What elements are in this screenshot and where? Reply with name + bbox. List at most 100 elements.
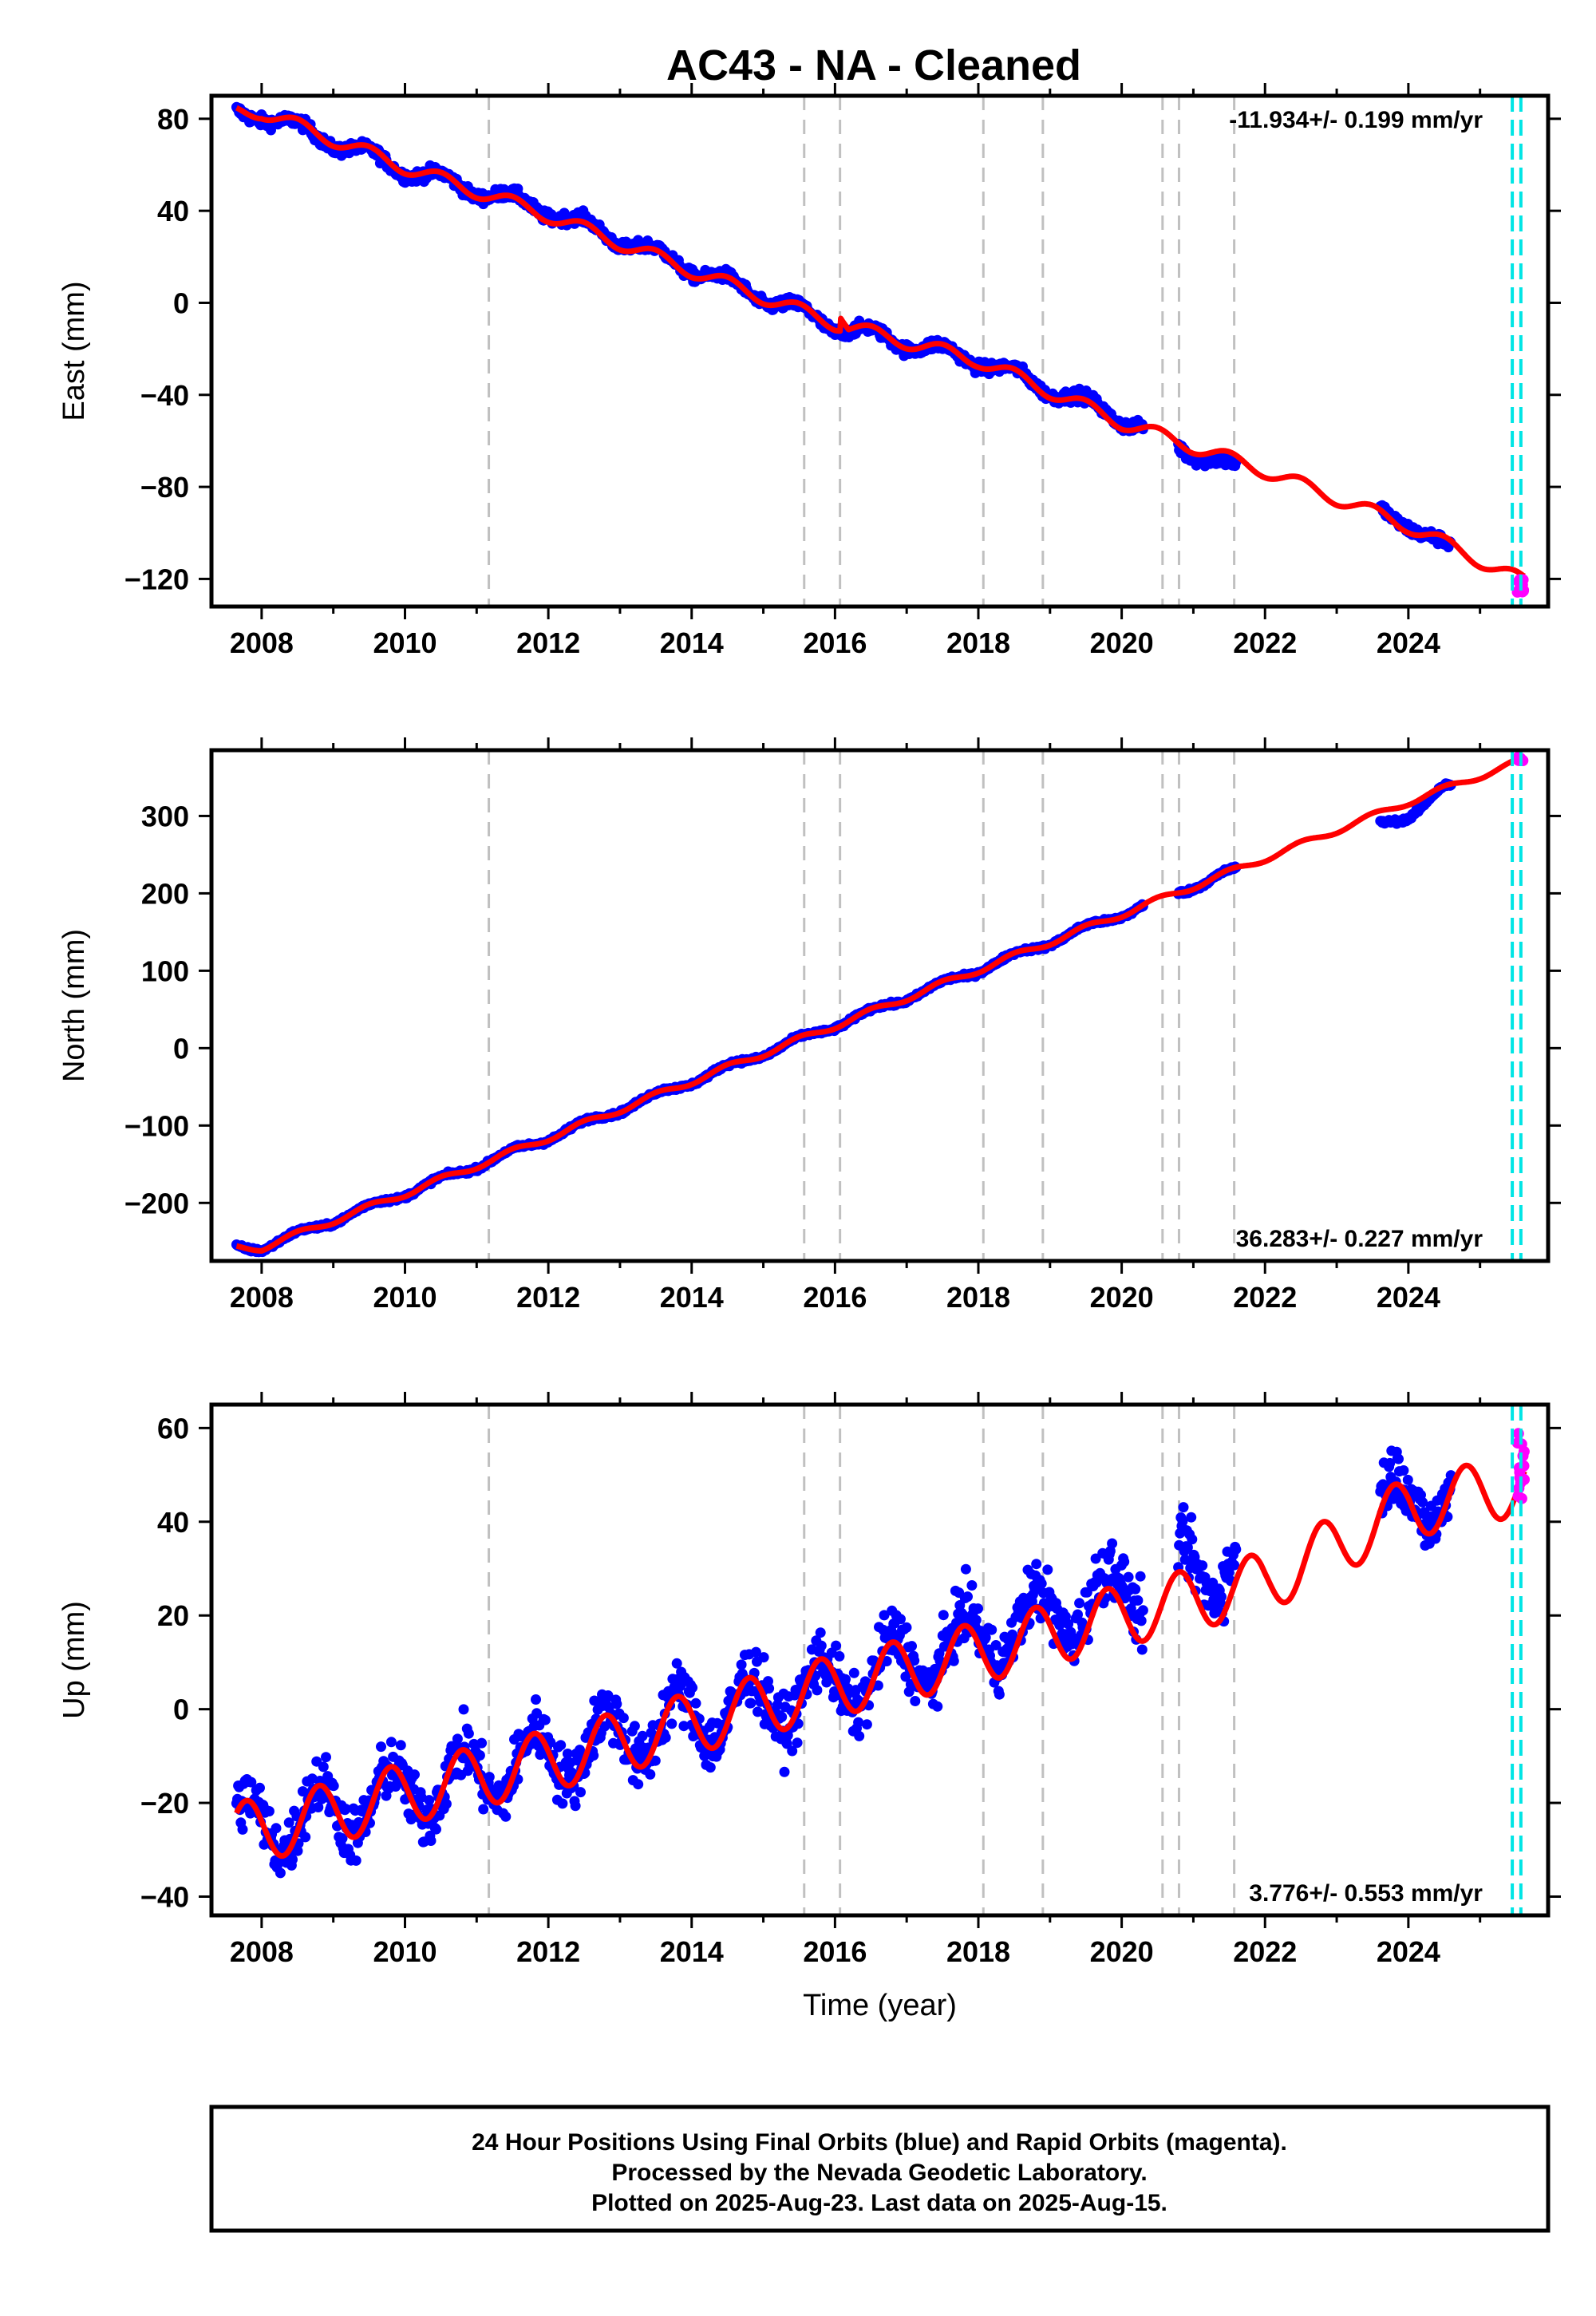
data-point [745, 1697, 757, 1709]
data-point [1398, 1465, 1409, 1476]
footer-line-1: 24 Hour Positions Using Final Orbits (bl… [472, 2129, 1287, 2156]
data-point [1186, 1512, 1197, 1523]
x-tick-label: 2020 [1090, 1281, 1154, 1314]
y-tick-label: 40 [157, 195, 189, 227]
data-point [994, 1689, 1005, 1700]
data-point [1136, 1644, 1148, 1655]
data-point [255, 1782, 265, 1793]
y-tick-label: 0 [173, 1694, 189, 1726]
y-tick-label: 200 [141, 877, 189, 910]
x-tick-label: 2018 [946, 626, 1010, 659]
data-point [452, 1733, 463, 1745]
data-point [500, 1811, 512, 1822]
data-point [1197, 1560, 1208, 1571]
data-point [1402, 1474, 1413, 1485]
plot-frame [209, 93, 1551, 609]
data-point [938, 1610, 949, 1621]
data-point [962, 1591, 973, 1603]
data-point [970, 1614, 982, 1626]
data-point [271, 1823, 282, 1834]
final-orbit-points [231, 778, 1456, 1258]
data-point [440, 1798, 452, 1809]
data-point [474, 1750, 485, 1761]
data-point [409, 1769, 420, 1780]
data-point [1042, 1564, 1053, 1575]
rate-annotation: 36.283+/- 0.227 mm/yr [1236, 1226, 1483, 1252]
data-point [633, 1779, 644, 1790]
data-point [854, 1730, 865, 1741]
data-point [1393, 1453, 1404, 1464]
data-point [1178, 1502, 1189, 1513]
data-point [575, 1787, 586, 1798]
data-point [555, 1740, 567, 1751]
data-point [275, 1867, 286, 1879]
data-point [932, 1701, 943, 1712]
x-tick-label: 2016 [803, 1935, 867, 1968]
x-tick-label: 2014 [660, 626, 724, 659]
x-tick-label: 2012 [516, 626, 580, 659]
footer-line-2: Processed by the Nevada Geodetic Laborat… [611, 2160, 1147, 2186]
figure-title: AC43 - NA - Cleaned [666, 41, 1081, 89]
x-tick-label: 2010 [373, 1935, 437, 1968]
data-point [570, 1800, 581, 1812]
data-point [1123, 1571, 1134, 1583]
data-point [1136, 1615, 1147, 1626]
x-tick-label: 2008 [230, 1281, 294, 1314]
data-point [1036, 1578, 1047, 1589]
data-point [840, 1674, 851, 1685]
data-point [687, 1682, 698, 1694]
data-point [776, 1711, 788, 1722]
data-point [328, 1780, 339, 1792]
y-tick-label: 20 [157, 1599, 189, 1632]
x-tick-label: 2018 [946, 1281, 1010, 1314]
rate-annotation: 3.776+/- 0.553 mm/yr [1249, 1880, 1483, 1907]
y-tick-label: 0 [173, 1032, 189, 1065]
x-tick-label: 2020 [1090, 626, 1154, 659]
data-point [815, 1627, 826, 1638]
x-tick-label: 2008 [230, 1935, 294, 1968]
panels: 2008 2010 2012 2014 2016 2018 2020 2022 2024 80 40… [57, 83, 1561, 2022]
data-point [478, 1804, 489, 1815]
data-point [300, 1832, 311, 1843]
x-tick-label: 2022 [1233, 626, 1297, 659]
data-point [463, 1728, 474, 1739]
plot-area [231, 96, 1530, 607]
data-point [831, 1640, 842, 1651]
data-point [539, 1714, 551, 1725]
plot-area [231, 750, 1529, 1261]
x-tick-label: 2022 [1233, 1935, 1297, 1968]
y-tick-label: 0 [173, 287, 189, 319]
data-point [1231, 1543, 1242, 1555]
x-axis-label: Time (year) [803, 1989, 957, 2022]
x-tick-label: 2014 [660, 1281, 724, 1314]
data-point [237, 1824, 248, 1835]
data-point [812, 1685, 823, 1696]
y-axis-label: North (mm) [57, 929, 91, 1082]
data-point [1132, 1595, 1144, 1606]
y-axis-label: East (mm) [57, 281, 91, 421]
footer-box: 24 Hour Positions Using Final Orbits (bl… [209, 2105, 1551, 2233]
data-point [263, 1806, 275, 1816]
x-tick-label: 2016 [803, 1281, 867, 1314]
y-tick-label: 100 [141, 954, 189, 987]
data-point [476, 1737, 488, 1749]
data-point [458, 1704, 469, 1715]
data-point [1137, 1605, 1148, 1616]
y-axis-label: Up (mm) [57, 1601, 91, 1719]
x-tick-label: 2014 [660, 1935, 724, 1968]
plot-area [231, 1405, 1530, 1915]
data-point [611, 1698, 622, 1709]
x-tick-label: 2024 [1377, 626, 1440, 659]
data-point [1517, 1450, 1529, 1462]
data-point [779, 1766, 790, 1777]
data-point [848, 1667, 859, 1678]
data-point [1216, 1591, 1227, 1603]
y-tick-label: −120 [124, 563, 189, 595]
data-point [629, 1721, 640, 1732]
data-point [853, 1717, 864, 1728]
model-curve [234, 105, 1527, 579]
x-tick-label: 2018 [946, 1935, 1010, 1968]
data-point [395, 1740, 406, 1751]
data-point [385, 1737, 397, 1748]
